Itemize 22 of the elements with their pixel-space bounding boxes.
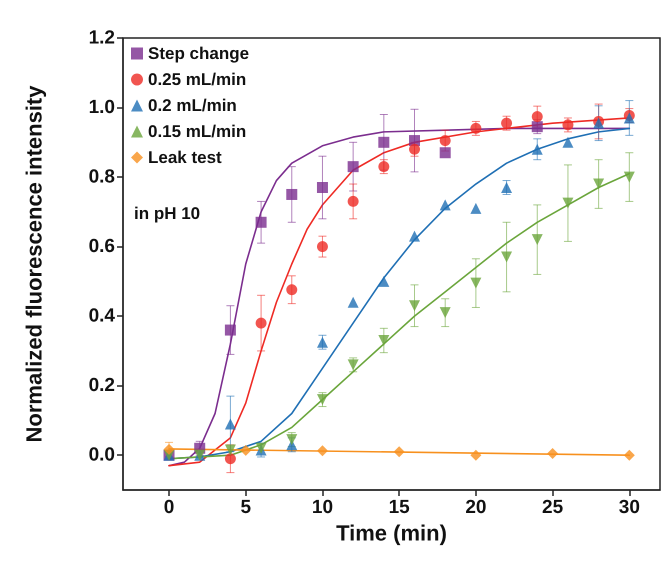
- x-tick-label: 20: [465, 497, 486, 518]
- y-tick-label: 1.2: [88, 28, 115, 48]
- x-tick-label: 30: [618, 497, 640, 518]
- y-tick-label: 0.0: [88, 444, 115, 466]
- legend-label: Leak test: [148, 148, 222, 167]
- x-tick-label: 15: [388, 497, 410, 518]
- x-tick-label: 25: [542, 497, 564, 518]
- legend-label: 0.15 mL/min: [148, 122, 246, 141]
- x-tick-label: 5: [240, 497, 252, 518]
- legend-label: Step change: [148, 44, 250, 63]
- legend-label: 0.2 mL/min: [148, 96, 237, 115]
- annotation: in pH 10: [134, 204, 200, 223]
- legend-label: 0.25 mL/min: [148, 70, 246, 89]
- y-tick-label: 0.2: [88, 375, 115, 396]
- x-axis-title: Time (min): [336, 520, 447, 546]
- y-axis-title: Normalized fluorescence intensity: [22, 84, 46, 442]
- y-tick-label: 0.4: [88, 306, 116, 327]
- x-tick-label: 0: [164, 497, 174, 518]
- y-tick-label: 0.8: [88, 166, 115, 188]
- y-tick-label: 1.0: [88, 97, 115, 118]
- y-tick-label: 0.6: [88, 236, 115, 258]
- x-tick-label: 10: [312, 497, 334, 518]
